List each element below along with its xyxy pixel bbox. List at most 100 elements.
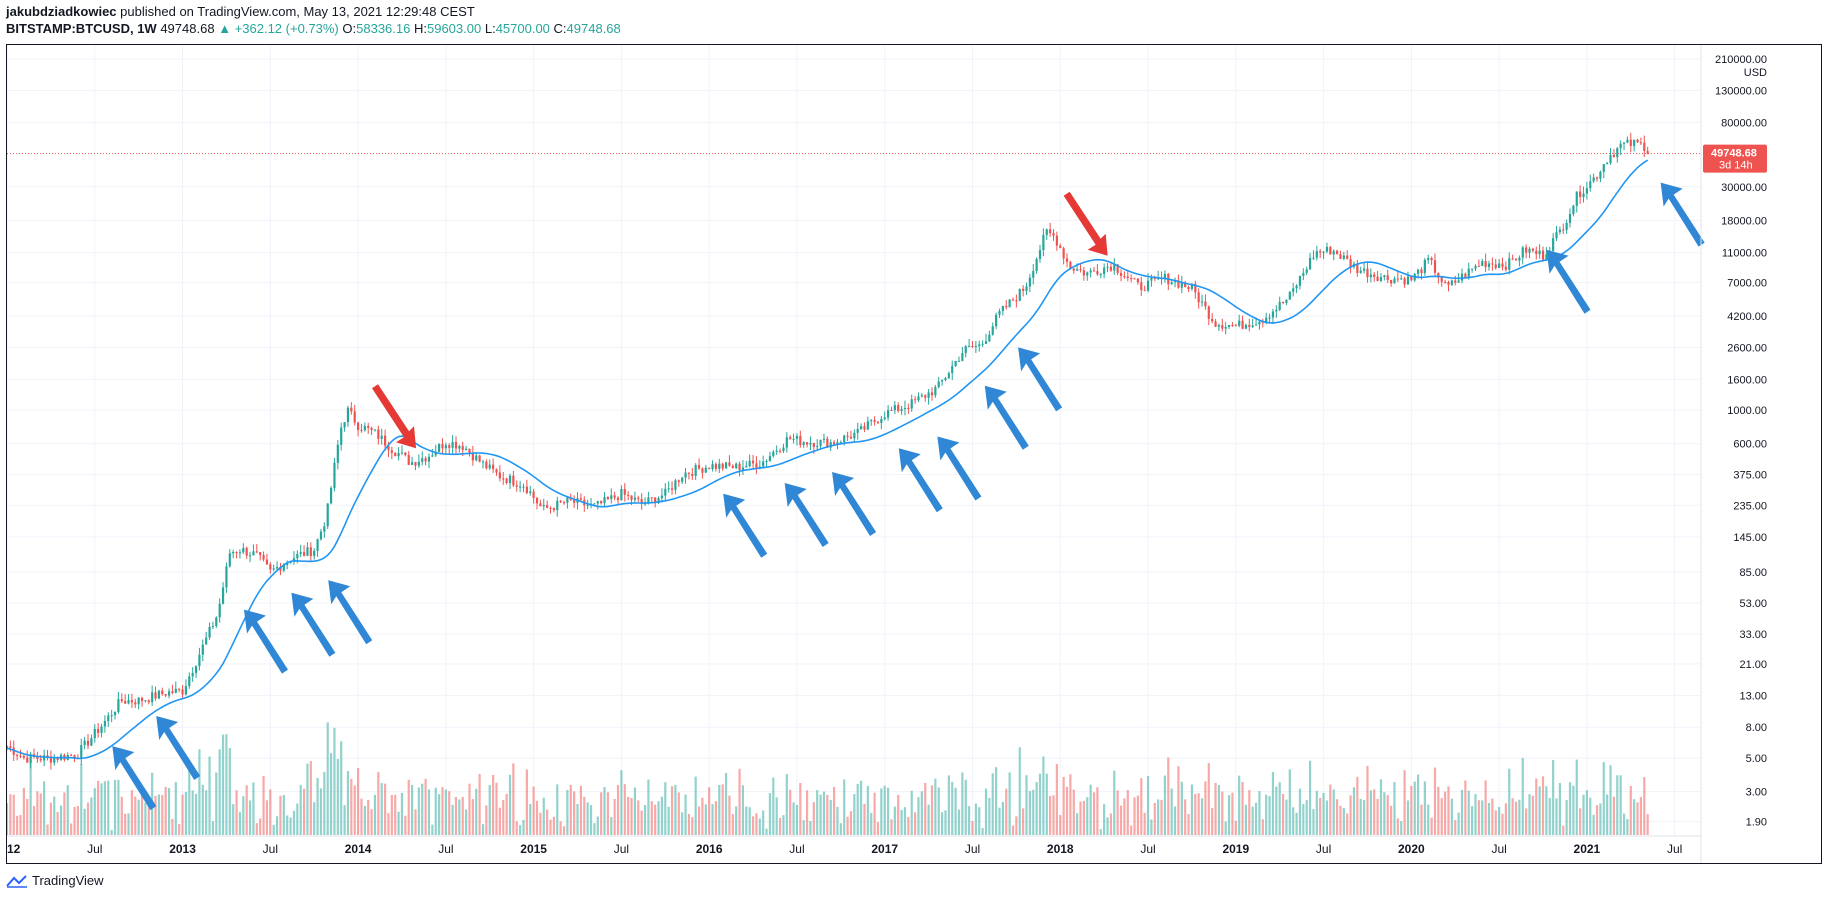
- blue-arrow: [156, 715, 201, 780]
- volume-bar: [508, 774, 512, 835]
- volume-bar: [272, 824, 275, 835]
- volume-bar: [421, 783, 424, 835]
- volume-bar: [1200, 798, 1204, 835]
- volume-bar: [981, 828, 984, 835]
- volume-bar: [225, 734, 228, 835]
- volume-bar: [1045, 773, 1048, 835]
- volume-bar: [836, 806, 839, 835]
- time-axis[interactable]: 2012 Jul 2013 Jul 2014 Jul 2015 Jul 2016 Jul 2017 J…: [7, 835, 1701, 856]
- y-tick-label: 53.00: [1739, 598, 1767, 610]
- candle-body: [218, 603, 221, 618]
- x-tick-label: Jul: [1140, 842, 1155, 856]
- candle-body: [944, 378, 947, 381]
- volume-bar: [988, 797, 991, 835]
- volume-bar: [154, 795, 157, 835]
- volume-bar: [640, 810, 643, 835]
- volume-bar: [454, 797, 458, 835]
- volume-bar: [762, 810, 765, 835]
- volume-bar: [107, 780, 110, 835]
- volume-bar: [1481, 800, 1484, 835]
- volume-bar: [664, 782, 667, 835]
- y-tick-label: 375.00: [1733, 470, 1767, 482]
- candle-body: [1609, 155, 1612, 164]
- candle-body: [411, 462, 414, 465]
- candle-body: [1254, 324, 1258, 326]
- candle-body: [1234, 325, 1237, 327]
- candle-body: [124, 701, 127, 704]
- volume-bar: [819, 794, 822, 835]
- candle-body: [735, 463, 738, 469]
- volume-bar: [1018, 747, 1021, 835]
- candle-body: [326, 503, 329, 527]
- candle-body: [586, 505, 589, 507]
- author-name[interactable]: jakubdziadkowiec: [6, 4, 117, 19]
- candle-body: [998, 311, 1001, 315]
- candle-body: [80, 745, 83, 759]
- candle-body: [603, 497, 606, 504]
- candle-body: [475, 455, 478, 461]
- candle-body: [1420, 269, 1423, 273]
- candle-body: [1406, 276, 1410, 285]
- volume-bar: [1582, 794, 1585, 835]
- y-tick-label: 2600.00: [1727, 342, 1767, 354]
- price-chart[interactable]: USD 49748.68 3d 14h 210000.00 130000.00 80…: [7, 45, 1821, 863]
- candle-body: [1504, 266, 1507, 270]
- candle-body: [941, 380, 944, 382]
- volume-bar: [643, 805, 647, 835]
- candle-body: [100, 726, 103, 733]
- volume-bar: [1096, 787, 1099, 835]
- volume-bar: [492, 774, 495, 835]
- volume-bar: [1072, 789, 1075, 835]
- volume-bar: [1420, 804, 1423, 835]
- volume-bar: [383, 783, 387, 835]
- volume-bar: [356, 768, 360, 835]
- volume-bar: [1433, 767, 1437, 835]
- volume-bar: [647, 779, 650, 835]
- volume-bar: [1362, 800, 1366, 835]
- volume-bar: [316, 777, 319, 835]
- candle-body: [964, 346, 967, 354]
- volume-bar: [829, 799, 832, 835]
- volume-bar: [1602, 762, 1605, 835]
- candle-body: [1005, 305, 1008, 308]
- candle-body: [1136, 278, 1140, 283]
- chart-frame[interactable]: USD 49748.68 3d 14h 210000.00 130000.00 80…: [6, 44, 1822, 864]
- volume-bar: [1119, 805, 1123, 835]
- volume-bar: [1619, 775, 1622, 835]
- volume-bar: [228, 748, 231, 835]
- volume-bar: [907, 816, 910, 835]
- candle-body: [1197, 292, 1200, 303]
- x-tick-label: 2016: [696, 842, 723, 856]
- candle-body: [691, 473, 694, 477]
- volume-bar: [552, 816, 555, 835]
- candle-body: [1636, 139, 1639, 143]
- candle-body: [822, 438, 826, 440]
- candle-body: [1211, 318, 1214, 322]
- volume-bar: [373, 794, 377, 835]
- candle-body: [961, 353, 964, 361]
- candle-body: [235, 551, 238, 553]
- candle-body: [1130, 278, 1133, 280]
- candle-body: [924, 395, 927, 398]
- volume-bar: [515, 821, 518, 835]
- candle-body: [178, 688, 181, 690]
- volume-bar: [1504, 803, 1507, 835]
- volume-bar: [1521, 757, 1524, 835]
- candle-body: [816, 446, 819, 448]
- volume-bar: [1106, 817, 1109, 835]
- volume-bar: [1133, 797, 1136, 835]
- volume-bar: [930, 785, 934, 835]
- x-tick-label: 2012: [7, 842, 21, 856]
- candle-body: [1281, 301, 1285, 303]
- volume-bar: [728, 795, 731, 835]
- volume-bar: [812, 802, 815, 835]
- volume-bar: [542, 797, 545, 835]
- candle-body: [1494, 264, 1497, 268]
- candle-body: [505, 478, 508, 483]
- price-axis[interactable]: USD 49748.68 3d 14h 210000.00 130000.00 80…: [1700, 45, 1767, 863]
- brand-name[interactable]: TradingView: [32, 873, 104, 888]
- candle-body: [681, 477, 684, 482]
- candle-body: [863, 426, 866, 430]
- candle-body: [1082, 270, 1085, 276]
- red-arrow: [1063, 191, 1108, 256]
